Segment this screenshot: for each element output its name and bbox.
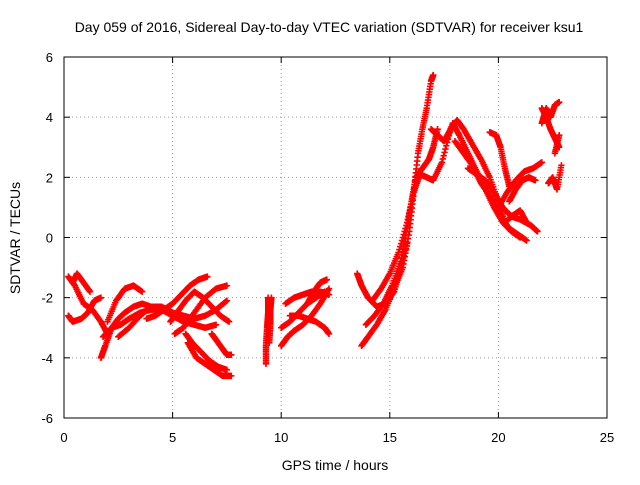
y-tick-label: -4: [41, 351, 53, 366]
data-point: [400, 231, 407, 238]
x-tick-label: 10: [274, 430, 288, 445]
data-point: [325, 291, 333, 298]
y-tick-label: 2: [46, 170, 53, 185]
series-arc-35: [551, 132, 563, 157]
data-point: [204, 273, 211, 280]
series-arc-19: [286, 312, 333, 337]
data-point: [228, 351, 235, 359]
y-tick-label: 0: [46, 231, 53, 246]
data-point: [401, 228, 408, 235]
series-arc-11: [182, 330, 231, 374]
series-arc-10: [167, 288, 233, 325]
data-point: [397, 243, 404, 250]
data-point: [402, 225, 409, 232]
data-point: [556, 132, 563, 139]
series-arc-20: [304, 276, 331, 307]
data-point: [222, 298, 230, 305]
ticks-layer: 0 5 10 15 20 25 -6 -4 -2 0 2 4 6: [41, 50, 614, 445]
series-arc-31: [506, 174, 539, 205]
data-point: [212, 321, 220, 328]
series-arc-24: [369, 126, 454, 304]
data-point: [325, 285, 333, 292]
series-arc-12: [184, 339, 235, 380]
data-point: [397, 240, 405, 247]
data-point: [225, 318, 233, 325]
data-point: [523, 237, 530, 244]
x-tick-label: 15: [383, 430, 397, 445]
data-point: [323, 276, 331, 283]
data-point: [430, 71, 437, 79]
data-point: [223, 297, 231, 304]
data-point: [403, 222, 410, 229]
data-point: [97, 294, 105, 301]
data-point: [228, 372, 235, 380]
data-point: [325, 330, 333, 337]
x-tick-label: 0: [60, 430, 67, 445]
chart-title: Day 059 of 2016, Sidereal Day-to-day VTE…: [75, 19, 584, 35]
y-axis-label: SDTVAR / TECUs: [7, 182, 23, 294]
data-point: [398, 237, 406, 244]
x-tick-label: 25: [600, 430, 614, 445]
series-arc-30: [495, 159, 546, 211]
data-point: [440, 152, 447, 159]
series-arc-6: [104, 282, 146, 325]
data-point: [434, 126, 441, 133]
data-point: [441, 149, 448, 156]
points-layer: [65, 71, 565, 380]
y-tick-label: 6: [46, 50, 53, 65]
series-arc-13: [208, 330, 235, 359]
data-point: [268, 294, 275, 301]
data-point: [223, 282, 231, 289]
y-tick-label: 4: [46, 110, 53, 125]
x-tick-label: 5: [169, 430, 176, 445]
data-point: [532, 177, 539, 184]
series-arc-2: [65, 294, 105, 325]
data-point: [223, 366, 231, 374]
x-tick-label: 20: [491, 430, 505, 445]
series-arc-18: [282, 288, 333, 307]
data-point: [439, 155, 446, 163]
data-point: [438, 159, 446, 166]
series-arc-28: [464, 165, 541, 235]
data-point: [538, 159, 546, 166]
y-tick-label: -6: [41, 411, 53, 426]
data-point: [442, 145, 449, 153]
y-tick-label: -2: [41, 291, 53, 306]
data-point: [558, 162, 565, 169]
data-point: [534, 228, 541, 235]
data-point: [86, 288, 94, 295]
data-point: [396, 246, 403, 253]
series-arc-15: [266, 294, 275, 346]
series-arc-34: [545, 162, 565, 193]
series-arc-8: [143, 273, 211, 322]
data-point: [399, 234, 407, 241]
x-axis-label: GPS time / hours: [282, 457, 389, 473]
data-point: [395, 249, 402, 256]
data-point: [138, 288, 146, 295]
series-arc-3: [69, 270, 94, 295]
data-point: [556, 98, 563, 106]
